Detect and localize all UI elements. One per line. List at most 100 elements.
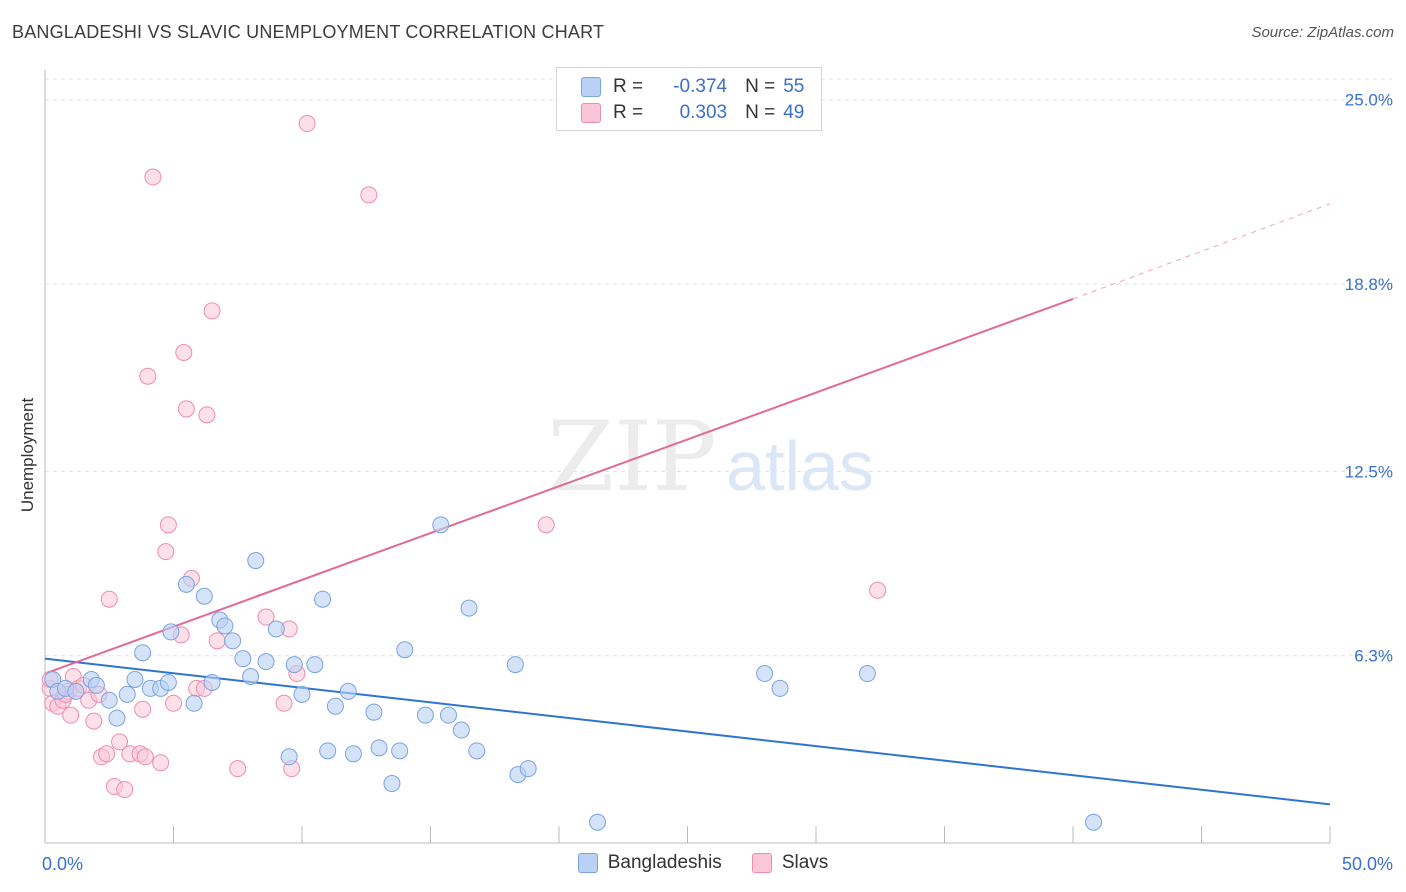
point-slavs bbox=[152, 754, 170, 772]
point-bangladeshis bbox=[162, 623, 180, 641]
point-bangladeshis bbox=[344, 745, 362, 763]
bangladeshis-swatch bbox=[577, 853, 598, 873]
points-layer bbox=[41, 115, 1103, 831]
legend-r-value-slavs: 0.303 bbox=[679, 102, 728, 123]
point-bangladeshis bbox=[280, 748, 298, 766]
point-bangladeshis bbox=[391, 742, 409, 760]
point-bangladeshis bbox=[339, 682, 357, 700]
point-slavs bbox=[198, 406, 216, 424]
point-bangladeshis bbox=[506, 656, 524, 674]
chart-title: BANGLADESHI VS SLAVIC UNEMPLOYMENT CORRE… bbox=[12, 22, 605, 42]
x-tick-label: 50.0% bbox=[1342, 854, 1393, 874]
point-bangladeshis bbox=[159, 673, 177, 691]
trend-extension-slavs bbox=[1072, 203, 1331, 300]
legend-r-value-bangladeshis: -0.374 bbox=[673, 76, 728, 97]
grid-layer bbox=[45, 78, 1392, 657]
trend-layer bbox=[44, 203, 1331, 806]
point-bangladeshis bbox=[285, 656, 303, 674]
point-bangladeshis bbox=[177, 575, 195, 593]
point-slavs bbox=[298, 115, 316, 133]
series-legend: Bangladeshis Slavs bbox=[0, 852, 1406, 874]
point-slavs bbox=[257, 608, 275, 626]
point-bangladeshis bbox=[589, 813, 607, 831]
trend-line-bangladeshis bbox=[44, 657, 1331, 806]
point-bangladeshis bbox=[326, 697, 344, 715]
point-bangladeshis bbox=[314, 590, 332, 608]
point-slavs bbox=[157, 543, 175, 561]
point-slavs bbox=[111, 733, 129, 751]
point-bangladeshis bbox=[257, 653, 275, 671]
watermark: ZIP atlas bbox=[547, 401, 874, 513]
point-bangladeshis bbox=[468, 742, 486, 760]
legend-label-bangladeshis: Bangladeshis bbox=[607, 852, 722, 873]
point-slavs bbox=[139, 367, 157, 385]
point-bangladeshis bbox=[126, 670, 144, 688]
point-slavs bbox=[116, 780, 134, 798]
legend-n-label: N = bbox=[745, 76, 776, 97]
point-bangladeshis bbox=[67, 682, 85, 700]
point-slavs bbox=[165, 694, 182, 712]
point-slavs bbox=[360, 186, 378, 204]
point-bangladeshis bbox=[858, 665, 876, 683]
point-bangladeshis bbox=[416, 706, 434, 724]
bangladeshis-swatch bbox=[581, 77, 601, 97]
tick-label-layer: 6.3% 12.5% 18.8% 25.0% 0.0% 50.0% bbox=[42, 91, 1393, 874]
point-slavs bbox=[275, 694, 293, 712]
x-tick-label: 0.0% bbox=[42, 854, 83, 874]
point-slavs bbox=[208, 632, 226, 650]
point-bangladeshis bbox=[108, 709, 126, 727]
point-slavs bbox=[175, 343, 193, 361]
legend-n-label: N = bbox=[745, 102, 776, 123]
point-bangladeshis bbox=[87, 676, 105, 694]
point-bangladeshis bbox=[234, 650, 252, 668]
point-bangladeshis bbox=[134, 644, 152, 662]
point-slavs bbox=[144, 168, 162, 186]
point-bangladeshis bbox=[460, 599, 478, 617]
point-slavs bbox=[134, 700, 152, 718]
point-slavs bbox=[869, 581, 887, 599]
trend-line-slavs bbox=[44, 297, 1074, 675]
point-slavs bbox=[85, 712, 103, 730]
correlation-legend: R = -0.374 N = 55 R = 0.303 N = 49 bbox=[556, 67, 822, 131]
point-slavs bbox=[98, 745, 116, 763]
point-bangladeshis bbox=[195, 587, 213, 605]
point-bangladeshis bbox=[216, 617, 234, 635]
y-axis-label: Unemployment bbox=[18, 397, 37, 513]
legend-n-value-bangladeshis: 55 bbox=[783, 76, 805, 97]
point-bangladeshis bbox=[100, 691, 118, 709]
point-slavs bbox=[229, 760, 247, 778]
legend-r-label: R = bbox=[613, 102, 644, 123]
point-bangladeshis bbox=[293, 685, 311, 703]
point-bangladeshis bbox=[306, 656, 324, 674]
legend-item-bangladeshis[interactable]: Bangladeshis bbox=[577, 852, 722, 874]
legend-n-value-slavs: 49 bbox=[783, 102, 805, 123]
legend-label-slavs: Slavs bbox=[781, 852, 829, 873]
point-bangladeshis bbox=[383, 775, 401, 793]
y-tick-label: 25.0% bbox=[1345, 91, 1393, 110]
point-bangladeshis bbox=[1085, 813, 1103, 831]
watermark-zip: ZIP bbox=[547, 401, 716, 513]
point-bangladeshis bbox=[439, 706, 457, 724]
point-slavs bbox=[177, 400, 195, 418]
point-slavs bbox=[100, 590, 118, 608]
legend-row-bangladeshis: R = -0.374 N = 55 bbox=[581, 75, 804, 99]
point-bangladeshis bbox=[319, 742, 337, 760]
point-bangladeshis bbox=[771, 679, 789, 697]
slavs-swatch bbox=[581, 103, 601, 123]
legend-r-label: R = bbox=[613, 76, 644, 97]
axis-layer bbox=[44, 70, 1331, 844]
source-credit: Source: ZipAtlas.com bbox=[1251, 24, 1394, 41]
point-bangladeshis bbox=[203, 673, 221, 691]
point-slavs bbox=[203, 302, 221, 320]
point-bangladeshis bbox=[118, 685, 136, 703]
point-slavs bbox=[136, 748, 154, 766]
point-bangladeshis bbox=[396, 641, 414, 659]
y-tick-label: 12.5% bbox=[1345, 462, 1393, 481]
point-bangladeshis bbox=[242, 668, 260, 686]
point-bangladeshis bbox=[452, 721, 470, 739]
legend-item-slavs[interactable]: Slavs bbox=[751, 852, 829, 874]
point-bangladeshis bbox=[519, 760, 537, 778]
watermark-atlas: atlas bbox=[726, 427, 874, 505]
slavs-swatch bbox=[751, 853, 772, 873]
